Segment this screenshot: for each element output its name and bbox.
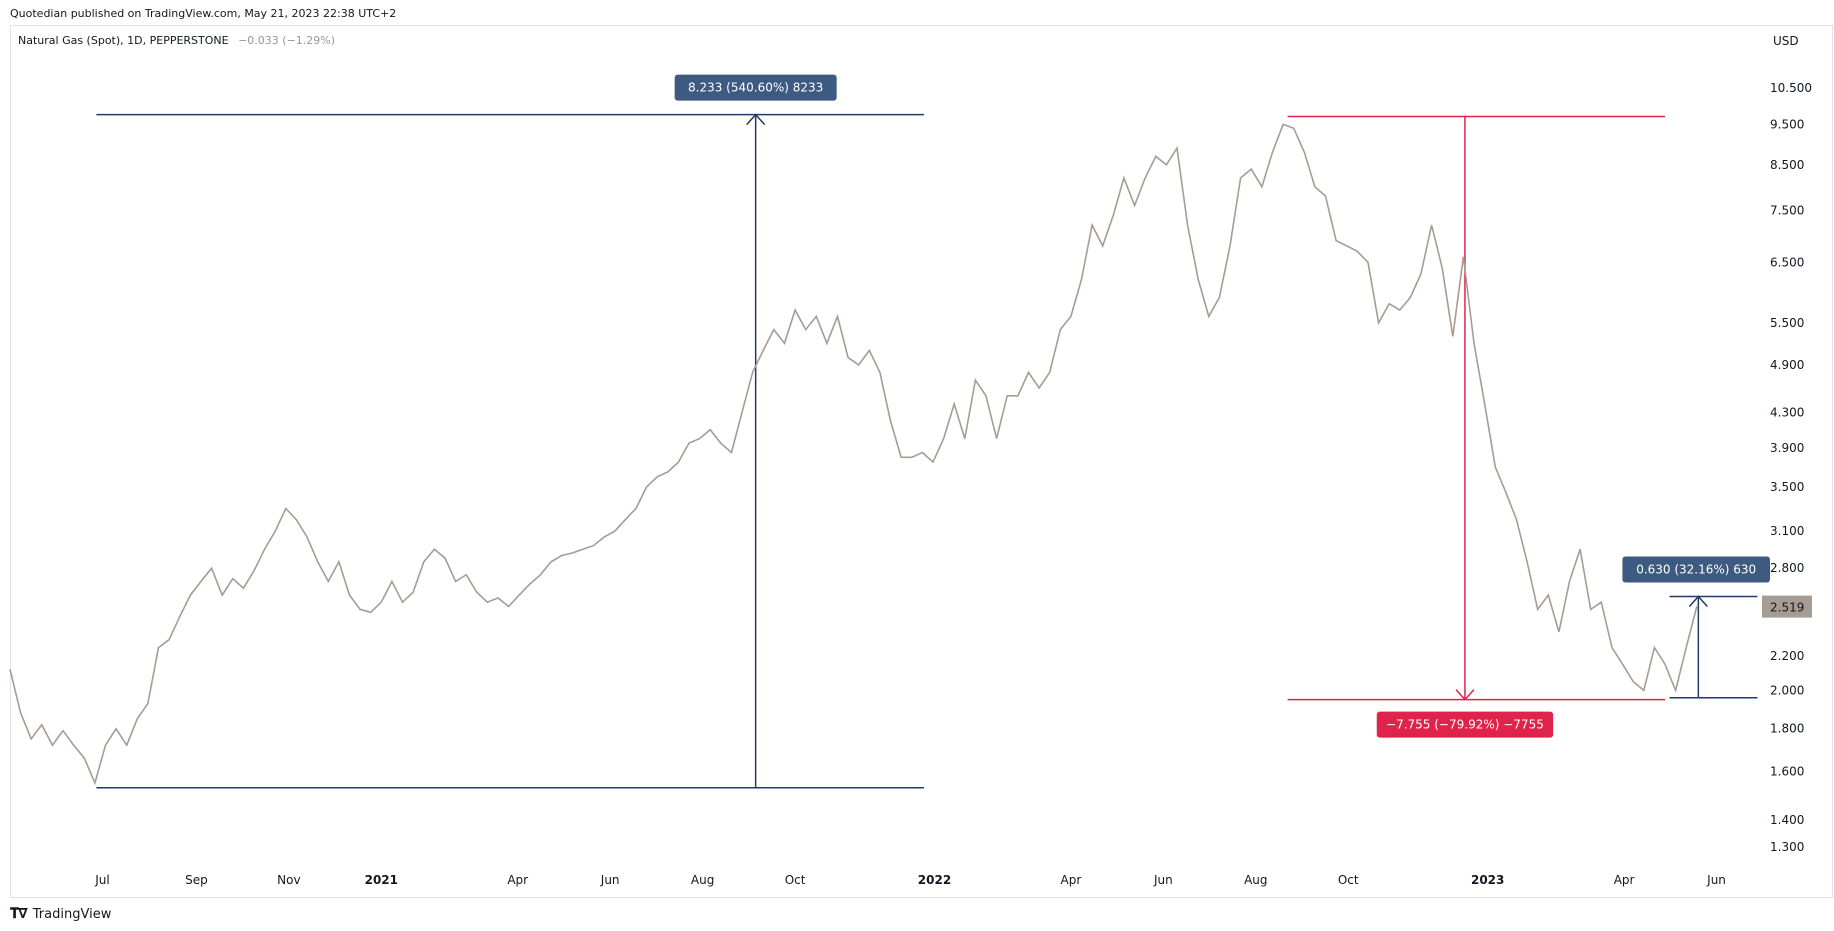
x-tick-label: Apr xyxy=(1614,873,1635,887)
measure-label-box xyxy=(1376,711,1554,738)
y-tick-label: 1.600 xyxy=(1770,764,1804,778)
x-tick-label: Apr xyxy=(507,873,528,887)
footer-logo-text: TradingView xyxy=(32,906,112,922)
measure-arrow-icon xyxy=(1455,689,1475,701)
x-tick-label: Oct xyxy=(1338,873,1359,887)
measure-label-box xyxy=(674,74,837,101)
currency-label[interactable]: USD xyxy=(1773,34,1799,48)
measure-arrow-icon xyxy=(746,113,766,126)
last-price-badge xyxy=(1762,595,1812,618)
y-tick-label: 1.400 xyxy=(1770,813,1804,827)
y-tick-label: 4.300 xyxy=(1770,405,1804,419)
measure-label-text: 0.630 (32.16%) 630 xyxy=(1636,563,1756,577)
measure-arrow-icon xyxy=(1688,595,1708,608)
published-info: Quotedian published on TradingView.com, … xyxy=(10,7,397,20)
symbol-legend[interactable]: Natural Gas (Spot), 1D, PEPPERSTONE −0.0… xyxy=(18,34,335,47)
symbol-change: −0.033 (−1.29%) xyxy=(238,34,336,47)
x-tick-label: Apr xyxy=(1061,873,1082,887)
x-tick-label: 2022 xyxy=(918,873,951,887)
y-tick-label: 2.800 xyxy=(1770,561,1804,575)
x-tick-label: 2023 xyxy=(1471,873,1504,887)
x-tick-label: Aug xyxy=(1244,873,1267,887)
y-tick-label: 3.900 xyxy=(1770,441,1804,455)
x-tick-label: Aug xyxy=(691,873,714,887)
x-tick-label: Jun xyxy=(600,873,620,887)
y-tick-label: 2.200 xyxy=(1770,649,1804,663)
footer-brand[interactable]: 𝐓∇ TradingView xyxy=(10,906,111,922)
x-tick-label: Jul xyxy=(94,873,109,887)
y-tick-label: 8.500 xyxy=(1770,158,1804,172)
y-tick-label: 2.000 xyxy=(1770,683,1804,697)
y-tick-label: 5.500 xyxy=(1770,316,1804,330)
plot-area[interactable] xyxy=(10,25,1833,898)
x-tick-label: Sep xyxy=(185,873,208,887)
y-tick-label: 3.500 xyxy=(1770,480,1804,494)
y-tick-label: 4.900 xyxy=(1770,358,1804,372)
y-tick-label: 6.500 xyxy=(1770,255,1804,269)
measure-label-box xyxy=(1622,556,1770,583)
x-tick-label: Oct xyxy=(785,873,806,887)
tradingview-logo-icon: 𝐓∇ xyxy=(10,906,28,922)
price-series-line xyxy=(9,123,1698,786)
y-tick-label: 1.800 xyxy=(1770,722,1804,736)
symbol-name: Natural Gas (Spot), 1D, PEPPERSTONE xyxy=(18,34,229,47)
last-price-label: 2.519 xyxy=(1770,601,1804,615)
measure-label-text: −7.755 (−79.92%) −7755 xyxy=(1386,718,1544,732)
measure-label-text: 8.233 (540.60%) 8233 xyxy=(688,81,823,95)
y-tick-label: 3.100 xyxy=(1770,524,1804,538)
x-tick-label: Jun xyxy=(1706,873,1726,887)
y-tick-label: 10.500 xyxy=(1770,81,1812,95)
y-tick-label: 7.500 xyxy=(1770,203,1804,217)
x-tick-label: Nov xyxy=(277,873,300,887)
x-tick-label: 2021 xyxy=(365,873,398,887)
y-tick-label: 9.500 xyxy=(1770,117,1804,131)
y-tick-label: 1.300 xyxy=(1770,840,1804,854)
x-tick-label: Jun xyxy=(1153,873,1173,887)
